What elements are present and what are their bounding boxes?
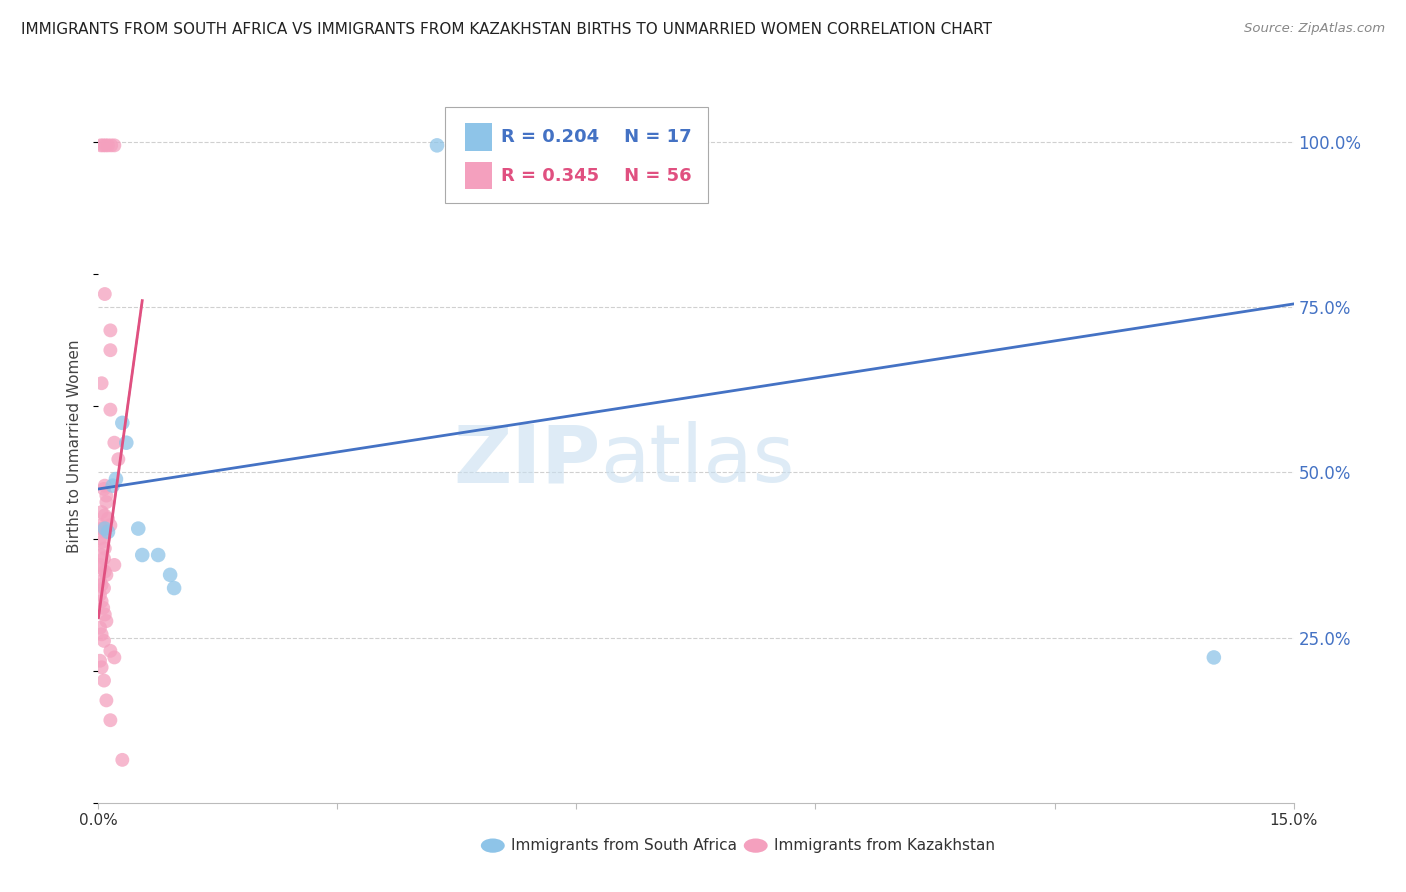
- Point: [485, 138, 508, 153]
- Point: [94, 287, 117, 301]
- Point: [89, 621, 111, 635]
- Point: [90, 578, 112, 592]
- Point: [90, 627, 112, 641]
- Y-axis label: Births to Unmarried Women: Births to Unmarried Women: [67, 339, 83, 553]
- Text: atlas: atlas: [600, 421, 794, 500]
- Point: [97, 511, 120, 525]
- Point: [96, 495, 118, 509]
- Point: [541, 138, 564, 153]
- Point: [94, 138, 117, 153]
- Point: [94, 508, 117, 523]
- Point: [103, 558, 125, 572]
- Point: [100, 402, 122, 417]
- Point: [90, 660, 112, 674]
- Point: [93, 551, 115, 566]
- Point: [111, 753, 134, 767]
- Text: R = 0.204    N = 17: R = 0.204 N = 17: [501, 128, 692, 146]
- Point: [94, 565, 117, 579]
- Point: [111, 416, 134, 430]
- Text: Immigrants from Kazakhstan: Immigrants from Kazakhstan: [773, 838, 994, 853]
- Point: [101, 478, 124, 492]
- Point: [100, 713, 122, 727]
- Point: [97, 524, 120, 539]
- Text: Immigrants from South Africa: Immigrants from South Africa: [510, 838, 737, 853]
- Point: [90, 138, 112, 153]
- Text: R = 0.345    N = 56: R = 0.345 N = 56: [501, 167, 692, 185]
- Text: IMMIGRANTS FROM SOUTH AFRICA VS IMMIGRANTS FROM KAZAKHSTAN BIRTHS TO UNMARRIED W: IMMIGRANTS FROM SOUTH AFRICA VS IMMIGRAN…: [21, 22, 993, 37]
- Point: [94, 522, 117, 536]
- Point: [163, 581, 186, 595]
- Point: [94, 607, 117, 622]
- Point: [1202, 650, 1225, 665]
- Point: [89, 654, 111, 668]
- Point: [100, 138, 122, 153]
- Point: [89, 574, 111, 589]
- Point: [89, 558, 111, 572]
- Point: [89, 532, 111, 546]
- Point: [103, 435, 125, 450]
- Point: [91, 138, 114, 153]
- Point: [89, 588, 111, 602]
- Point: [93, 673, 115, 688]
- Point: [90, 376, 112, 391]
- Point: [100, 323, 122, 337]
- Text: Source: ZipAtlas.com: Source: ZipAtlas.com: [1244, 22, 1385, 36]
- Point: [148, 548, 170, 562]
- Point: [131, 548, 153, 562]
- FancyBboxPatch shape: [444, 107, 709, 203]
- Point: [96, 614, 118, 628]
- Point: [100, 644, 122, 658]
- Point: [107, 452, 129, 467]
- Point: [589, 138, 612, 153]
- Point: [104, 472, 127, 486]
- Point: [127, 522, 149, 536]
- Bar: [465, 162, 492, 189]
- Point: [93, 634, 115, 648]
- Point: [637, 138, 659, 153]
- Point: [159, 567, 181, 582]
- Point: [94, 541, 117, 556]
- Point: [100, 518, 122, 533]
- Point: [91, 534, 114, 549]
- Point: [94, 524, 117, 539]
- Point: [90, 522, 112, 536]
- Circle shape: [481, 838, 505, 853]
- Point: [93, 581, 115, 595]
- Point: [89, 518, 111, 533]
- Point: [103, 650, 125, 665]
- Point: [94, 478, 117, 492]
- Point: [90, 561, 112, 575]
- Point: [93, 482, 115, 496]
- Point: [96, 693, 118, 707]
- Point: [96, 489, 118, 503]
- Point: [115, 435, 138, 450]
- Point: [90, 548, 112, 562]
- Point: [96, 567, 118, 582]
- Point: [91, 600, 114, 615]
- Text: ZIP: ZIP: [453, 421, 600, 500]
- Point: [103, 138, 125, 153]
- Point: [446, 138, 468, 153]
- Point: [97, 138, 120, 153]
- Point: [426, 138, 449, 153]
- Circle shape: [744, 838, 768, 853]
- Point: [90, 594, 112, 608]
- Point: [100, 343, 122, 358]
- Point: [90, 505, 112, 519]
- Bar: [465, 123, 492, 151]
